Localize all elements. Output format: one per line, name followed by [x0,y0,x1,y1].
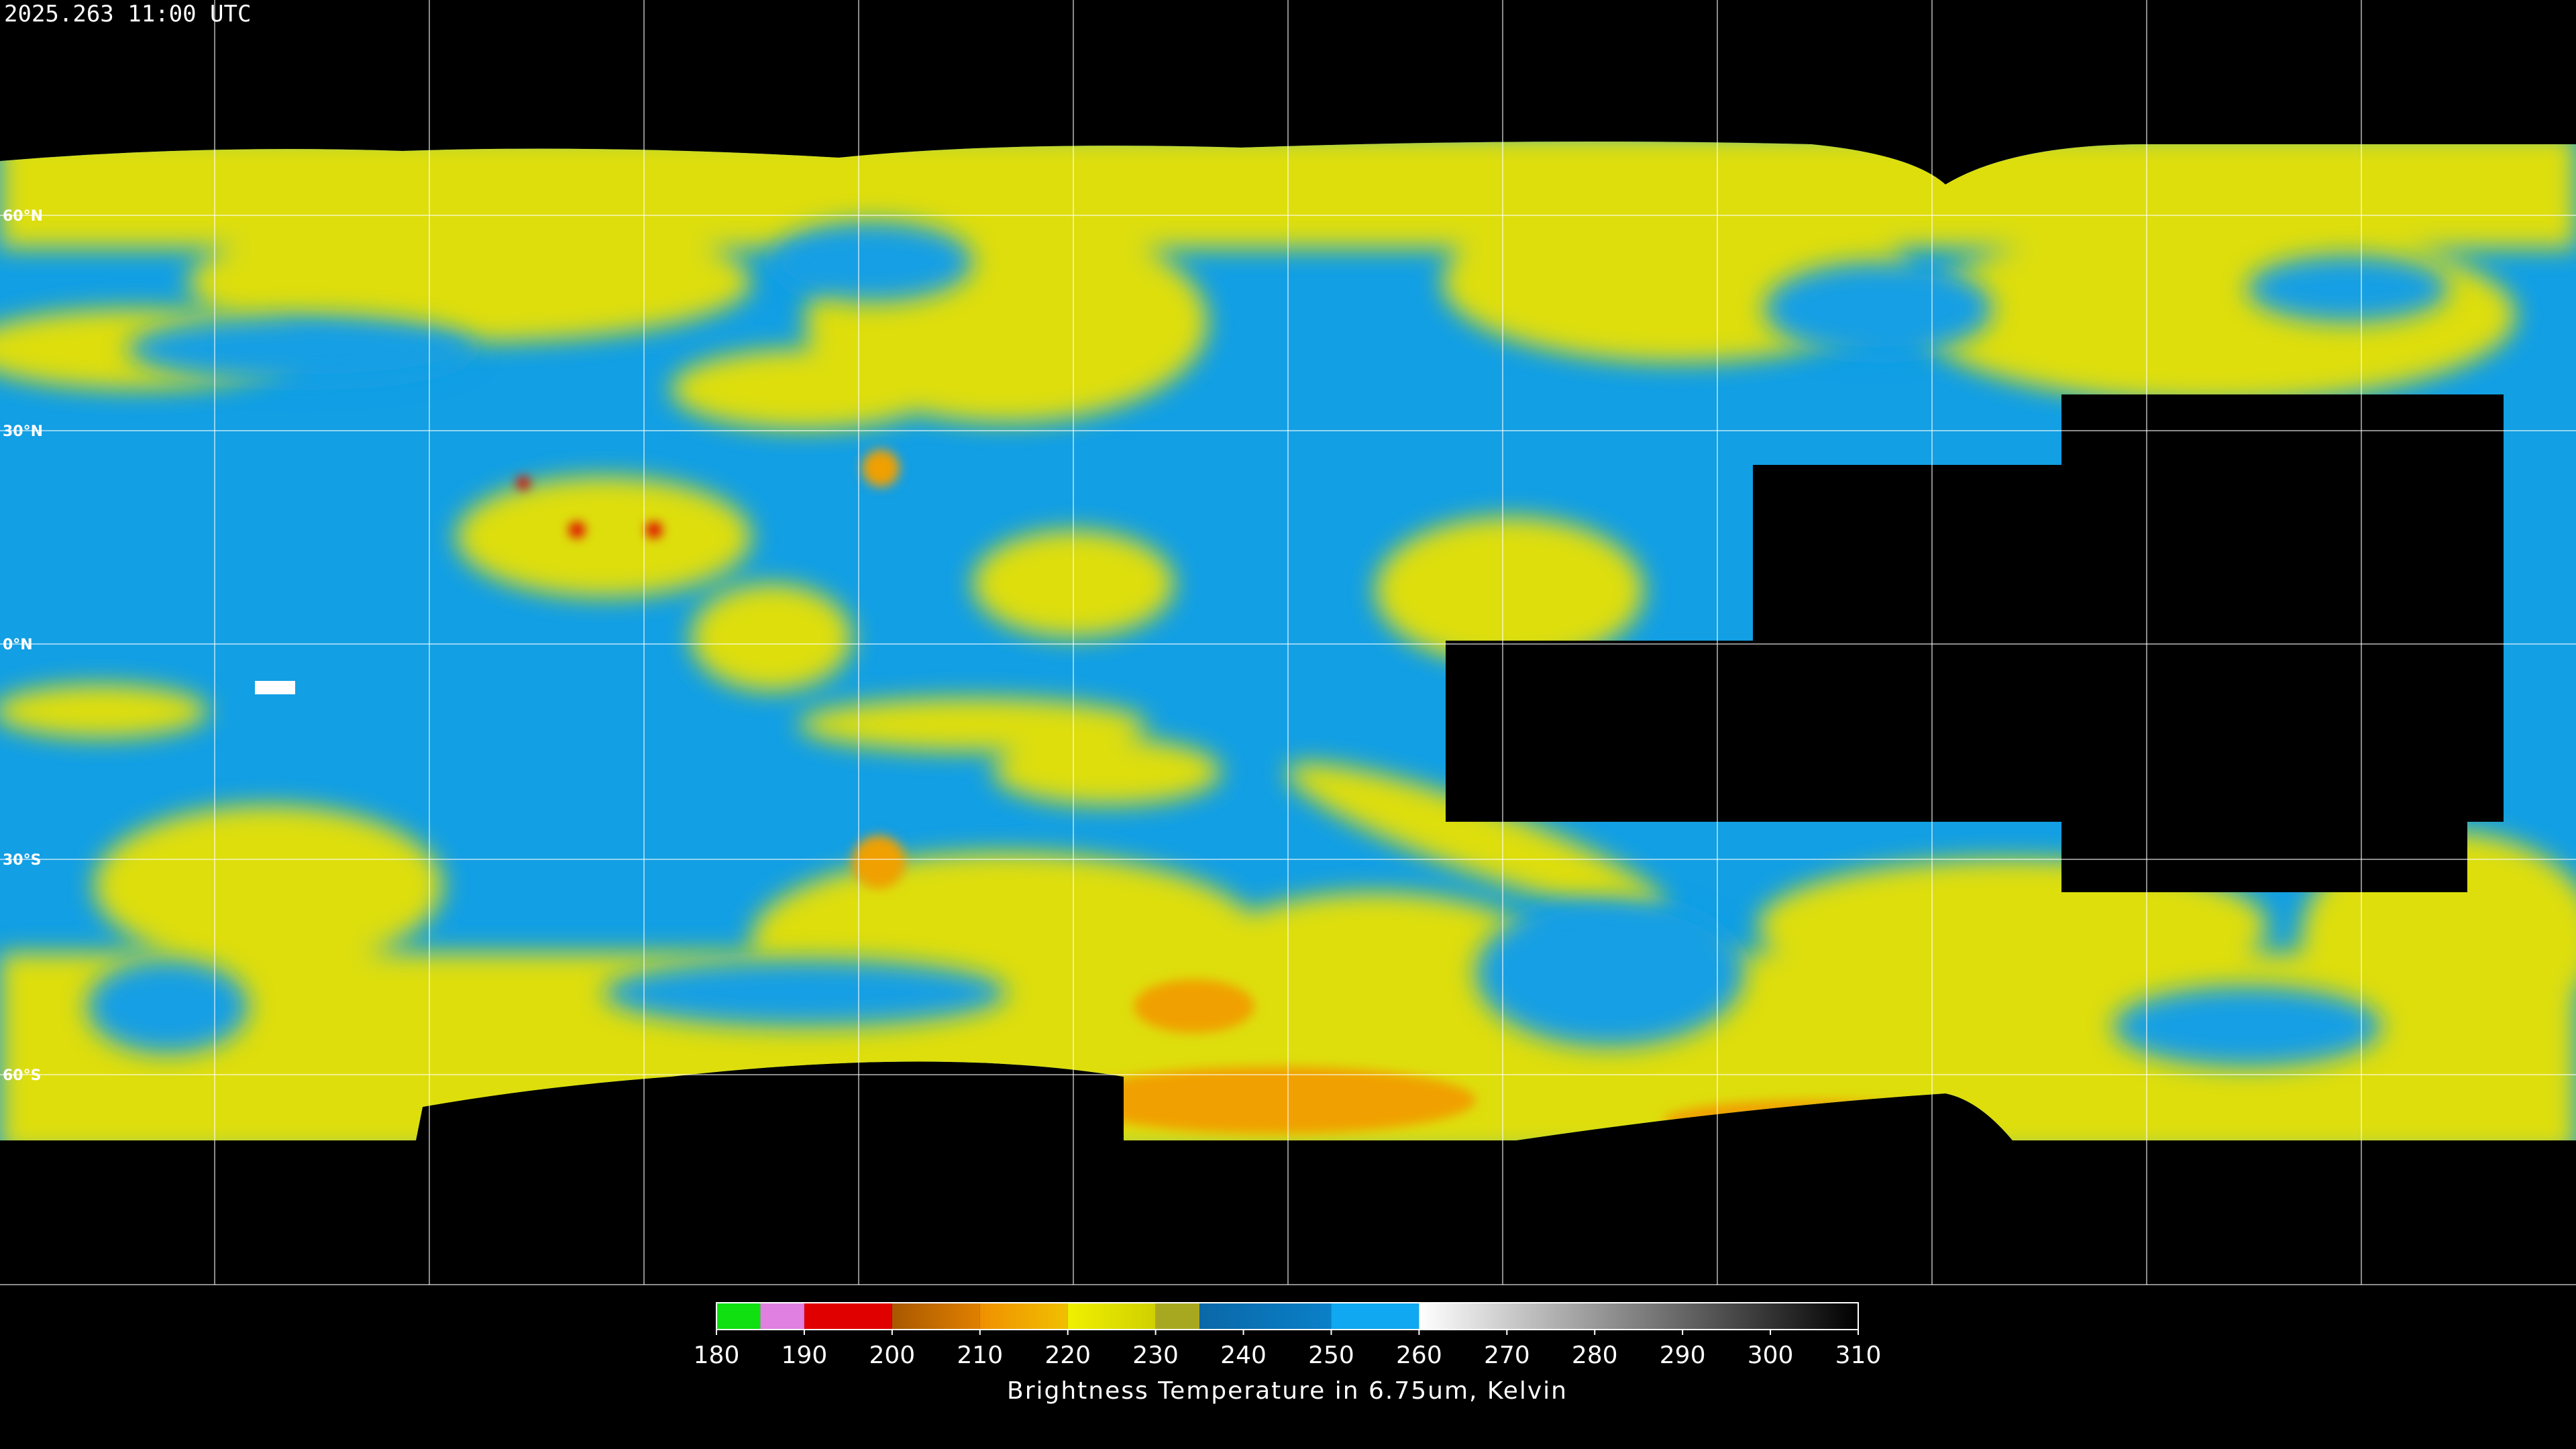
colorbar-tick-label: 240 [1220,1342,1267,1369]
colorbar-tick-label: 230 [1132,1342,1179,1369]
colorbar-frame [716,1302,1859,1330]
colorbar-segment [1155,1303,1200,1330]
colorbar-segment [979,1303,1068,1330]
colorbar-tick-label: 220 [1044,1342,1091,1369]
lat-label: 0°N [3,637,33,653]
colorbar-tick-label: 290 [1660,1342,1706,1369]
colorbar-segment [1067,1303,1156,1330]
lat-label: 60°N [3,208,43,225]
colorbar-segment [716,1303,761,1330]
colorbar-segment [1419,1303,1858,1330]
colorbar-tick-label: 300 [1748,1342,1794,1369]
colorbar-tick-label: 260 [1396,1342,1442,1369]
colorbar-segment [1331,1303,1419,1330]
colorbar-tick-label: 310 [1835,1342,1882,1369]
colorbar-tick-label: 190 [782,1342,828,1369]
colorbar-label: Brightness Temperature in 6.75um, Kelvin [1007,1377,1568,1405]
colorbar-segment [760,1303,804,1330]
colorbar-tick-label: 180 [694,1342,740,1369]
colorbar-tick-label: 200 [869,1342,915,1369]
colorbar-tick-label: 280 [1572,1342,1618,1369]
colorbar-tick-label: 250 [1308,1342,1354,1369]
colorbar-segment [804,1303,892,1330]
colorbar: 180 190 200 210 220 230 240 250 260 270 280 290 300 3… [694,1302,1882,1405]
colorbar-segment [1199,1303,1332,1330]
lat-label: 60°S [3,1067,41,1084]
timestamp: 2025.263 11:00 UTC [4,1,251,28]
lat-label: 30°S [3,852,41,869]
colorbar-segment [892,1303,980,1330]
latitude-labels: 60°N 30°N 0°N 30°S 60°S [3,208,43,1084]
lat-label: 30°N [3,423,43,440]
colorbar-tick-label: 210 [957,1342,1003,1369]
graticule [0,0,2576,1285]
colorbar-tick-label: 270 [1484,1342,1530,1369]
